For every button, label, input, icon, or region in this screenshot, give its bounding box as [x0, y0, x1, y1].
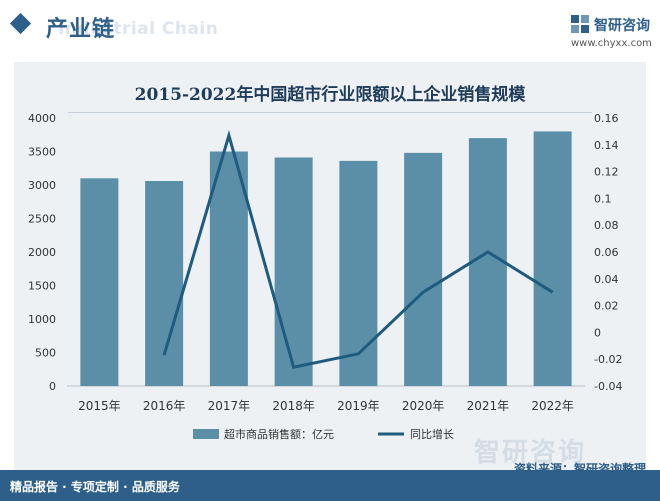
section-subtitle: Industrial Chain	[58, 19, 219, 39]
right-tick-label: 0.12	[594, 166, 619, 179]
bar-2019年	[339, 160, 378, 386]
left-axis-ticks: 0 500 1000 1500 2000 2500 3000 3500 4000	[28, 112, 56, 393]
right-tick-label: 0.06	[594, 246, 619, 259]
bar-2021年	[468, 138, 507, 386]
legend: 超市商品销售额：亿元 同比增长	[193, 427, 454, 441]
legend-bar-swatch	[193, 429, 219, 439]
x-tick-label: 2018年	[272, 399, 315, 413]
chart-title: 2015-2022年中国超市行业限额以上企业销售规模	[134, 85, 526, 105]
brand-url: www.chyxx.com	[571, 38, 652, 49]
right-tick-label: 0	[594, 326, 601, 339]
x-tick-label: 2020年	[402, 399, 445, 413]
right-tick-label: -0.02	[594, 353, 622, 366]
bar-2017年	[209, 151, 248, 386]
x-tick-label: 2017年	[208, 399, 251, 413]
left-tick-label: 4000	[28, 112, 56, 125]
right-tick-label: -0.04	[594, 380, 622, 393]
bar-2022年	[533, 131, 572, 386]
right-tick-label: 0.08	[594, 219, 619, 232]
left-tick-label: 500	[35, 347, 56, 360]
brand-logo-icon	[571, 15, 589, 33]
left-tick-label: 3000	[28, 179, 56, 192]
x-tick-label: 2015年	[78, 399, 121, 413]
right-tick-label: 0.04	[594, 273, 619, 286]
x-tick-label: 2021年	[467, 399, 510, 413]
right-tick-label: 0.16	[594, 112, 619, 125]
footer-slogan: 精品报告 · 专项定制 · 品质服务	[10, 480, 180, 494]
bar-2018年	[274, 157, 313, 386]
brand-name: 智研咨询	[594, 18, 650, 34]
bar-2020年	[404, 152, 443, 386]
left-tick-label: 1000	[28, 313, 56, 326]
right-tick-label: 0.02	[594, 300, 619, 313]
x-tick-label: 2022年	[531, 399, 574, 413]
footer-bar: 精品报告 · 专项定制 · 品质服务	[0, 470, 660, 501]
x-tick-label: 2016年	[143, 399, 186, 413]
left-tick-label: 0	[49, 380, 56, 393]
title-divider	[68, 112, 592, 113]
bar-2015年	[80, 178, 119, 386]
right-axis-ticks: -0.04 -0.02 0 0.02 0.04 0.06 0.08 0.1 0.12 0.14 0.…	[594, 112, 622, 393]
legend-bar-label: 超市商品销售额：亿元	[224, 427, 334, 441]
x-axis-ticks: 2015年 2016年 2017年 2018年 2019年 2020年 2021年 2022年	[78, 399, 574, 413]
legend-line-label: 同比增长	[410, 427, 454, 441]
header-bar: Industrial Chain 产业链 智研咨询 www.chyxx.com	[0, 0, 660, 58]
x-tick-label: 2019年	[337, 399, 380, 413]
left-tick-label: 1500	[28, 280, 56, 293]
bottom-watermark: 智研咨询	[474, 438, 587, 468]
left-tick-label: 2000	[28, 246, 56, 259]
left-tick-label: 3500	[28, 146, 56, 159]
line-series	[162, 129, 554, 369]
section-title: 产业链	[46, 17, 116, 42]
right-tick-label: 0.1	[594, 192, 612, 205]
left-tick-label: 2500	[28, 213, 56, 226]
right-tick-label: 0.14	[594, 139, 619, 152]
